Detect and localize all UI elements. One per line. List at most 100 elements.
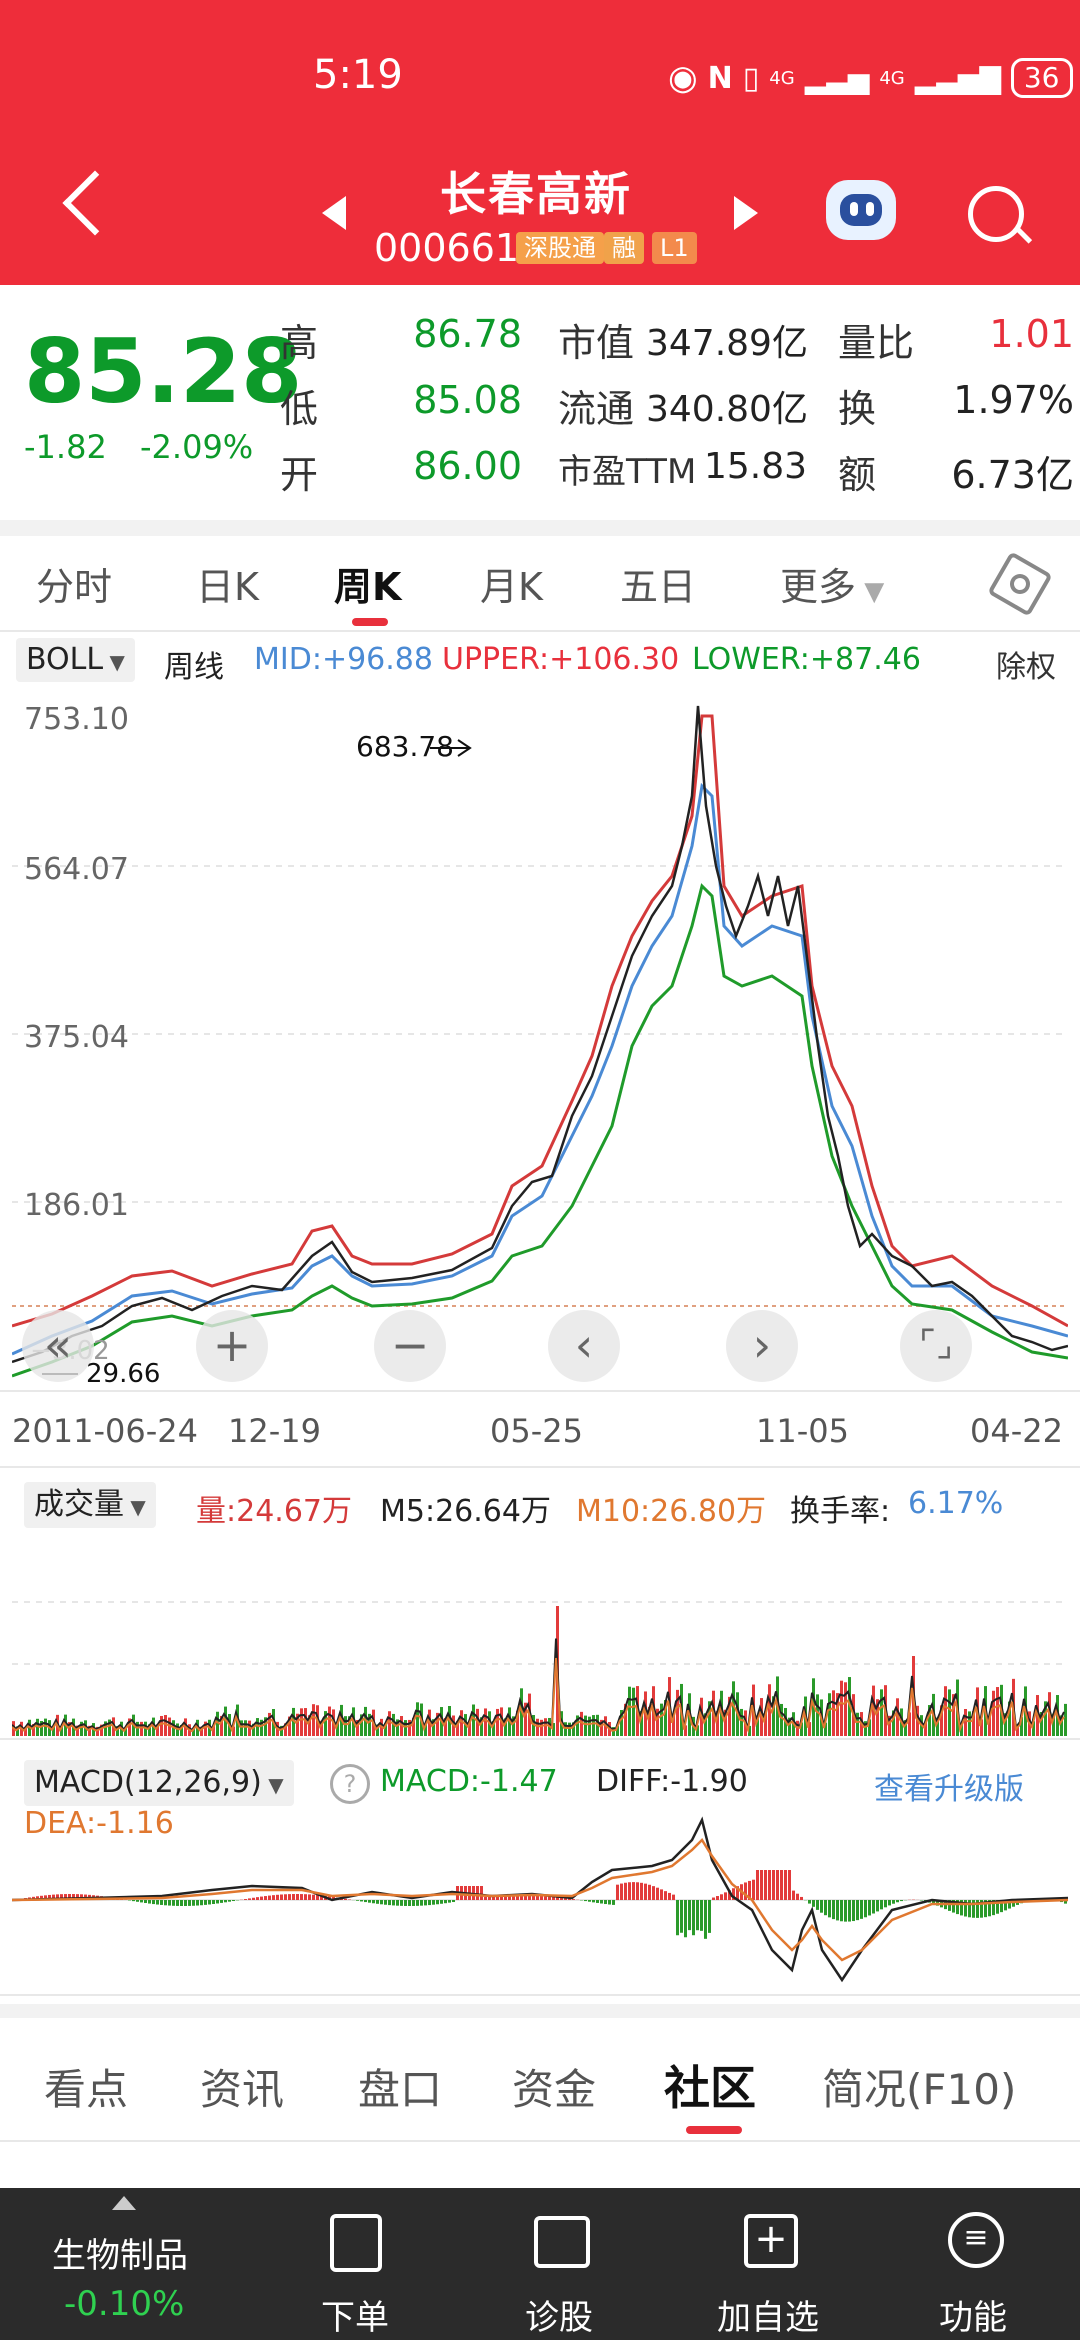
assistant-robot-icon[interactable]	[826, 180, 896, 240]
macd-bar	[372, 1900, 375, 1904]
kline-chart[interactable]: 683.78 29.66	[12, 686, 1068, 1386]
tab-news[interactable]: 资讯	[200, 2065, 285, 2114]
macd-bar	[536, 1894, 539, 1900]
tab-highlights[interactable]: 看点	[44, 2065, 129, 2114]
volume-selector-label: 成交量	[34, 1487, 124, 1522]
help-icon[interactable]: ?	[330, 1764, 370, 1804]
current-price: 85.28	[24, 320, 303, 423]
fullscreen-button[interactable]: ⌜⌟	[900, 1310, 972, 1382]
macd-bar	[44, 1895, 47, 1900]
next-stock-icon[interactable]	[734, 196, 758, 230]
macd-bar	[572, 1899, 575, 1900]
prev-stock-icon[interactable]	[322, 196, 346, 230]
zoom-out-button[interactable]: −	[374, 1310, 446, 1382]
macd-bar	[652, 1886, 655, 1900]
macd-bar	[56, 1894, 59, 1900]
volume-bar	[600, 1719, 603, 1736]
nav-order[interactable]: 下单	[321, 2298, 389, 2338]
macd-bar	[564, 1897, 567, 1900]
volume-ratio-label: 量比	[838, 321, 915, 365]
macd-bar	[952, 1900, 955, 1913]
volume-bar	[264, 1717, 267, 1736]
tab-orderbook[interactable]: 盘口	[358, 2065, 443, 2114]
macd-bar	[788, 1870, 791, 1900]
chevron-down-icon: ▼	[261, 1773, 284, 1797]
tab-profile[interactable]: 简况(F10)	[822, 2065, 1017, 2114]
boll-selector[interactable]: BOLL ▼	[16, 638, 135, 682]
volume-bar	[468, 1720, 471, 1736]
volume-selector[interactable]: 成交量 ▼	[24, 1482, 156, 1528]
macd-selector[interactable]: MACD(12,26,9) ▼	[24, 1760, 294, 1806]
tab-five-day[interactable]: 五日	[620, 565, 697, 609]
macd-bar	[672, 1894, 675, 1900]
macd-bar	[296, 1894, 299, 1900]
search-icon[interactable]	[968, 186, 1024, 242]
macd-bar	[268, 1895, 271, 1900]
tab-intraday[interactable]: 分时	[36, 565, 113, 609]
macd-bar	[596, 1900, 599, 1903]
volume-bar	[376, 1724, 379, 1736]
volume-bar	[80, 1721, 83, 1736]
volume-chart[interactable]	[12, 1540, 1068, 1736]
tab-community[interactable]: 社区	[664, 2061, 756, 2115]
volume-bar	[844, 1682, 847, 1736]
macd-bar	[616, 1884, 619, 1900]
volume-bar	[288, 1716, 291, 1736]
volume-bar	[108, 1719, 111, 1736]
tab-more[interactable]: 更多 ▼	[780, 556, 884, 611]
tab-funds[interactable]: 资金	[512, 2065, 597, 2114]
macd-bar	[872, 1900, 875, 1914]
volume-bar	[200, 1726, 203, 1736]
scroll-right-button[interactable]: ›	[726, 1310, 798, 1382]
volume-bar	[408, 1719, 411, 1736]
macd-bar	[312, 1894, 315, 1900]
chevron-down-icon: ▼	[103, 650, 125, 674]
volume-bar	[960, 1724, 963, 1736]
volume-bar	[904, 1720, 907, 1736]
macd-bar	[368, 1900, 371, 1903]
sector-name[interactable]: 生物制品	[52, 2236, 188, 2276]
section-divider	[0, 520, 1080, 536]
macd-bar	[816, 1900, 819, 1910]
scroll-left-button[interactable]: ‹	[548, 1310, 620, 1382]
volume-m5: M5:26.64万	[380, 1494, 551, 1529]
volume-bar	[928, 1705, 931, 1736]
macd-chart[interactable]	[12, 1800, 1068, 1996]
macd-bar	[540, 1894, 543, 1900]
volume-bar	[772, 1696, 775, 1736]
add-watchlist-icon: +	[744, 2214, 798, 2268]
nav-functions[interactable]: 功能	[939, 2298, 1007, 2338]
macd-bar	[356, 1900, 359, 1901]
order-icon	[330, 2214, 382, 2272]
macd-bar	[184, 1900, 187, 1906]
macd-bar	[308, 1894, 311, 1900]
nav-diagnose[interactable]: 诊股	[525, 2298, 593, 2338]
volume-bar	[684, 1725, 687, 1736]
expand-up-icon[interactable]	[112, 2196, 136, 2210]
volume-bar	[832, 1690, 835, 1736]
macd-bar	[436, 1900, 439, 1905]
macd-bar	[556, 1896, 559, 1900]
battery-icon: 36	[1010, 58, 1073, 98]
macd-bar	[840, 1900, 843, 1922]
macd-upgrade-link[interactable]: 查看升级版	[874, 1772, 1024, 1807]
status-time: 5:19	[313, 52, 403, 98]
macd-bar	[748, 1880, 751, 1900]
zoom-in-button[interactable]: +	[196, 1310, 268, 1382]
volume-bar	[952, 1694, 955, 1736]
tab-daily-k[interactable]: 日K	[196, 565, 259, 609]
macd-histogram	[16, 1870, 1067, 1939]
tab-monthly-k[interactable]: 月K	[480, 565, 543, 609]
volume-bar	[728, 1696, 731, 1736]
volume-m10: M10:26.80万	[576, 1494, 767, 1529]
tab-weekly-k[interactable]: 周K	[334, 565, 402, 609]
settings-gear-icon[interactable]	[987, 551, 1053, 617]
macd-bar	[64, 1894, 67, 1900]
nav-add-watchlist[interactable]: 加自选	[717, 2298, 819, 2338]
active-tab-indicator	[686, 2126, 742, 2134]
volume-turnover-value: 6.17%	[908, 1486, 1004, 1521]
adjust-button[interactable]: 除权	[996, 650, 1056, 685]
rewind-button[interactable]: «	[22, 1310, 94, 1382]
macd-bar	[888, 1900, 891, 1906]
macd-bar	[668, 1892, 671, 1900]
